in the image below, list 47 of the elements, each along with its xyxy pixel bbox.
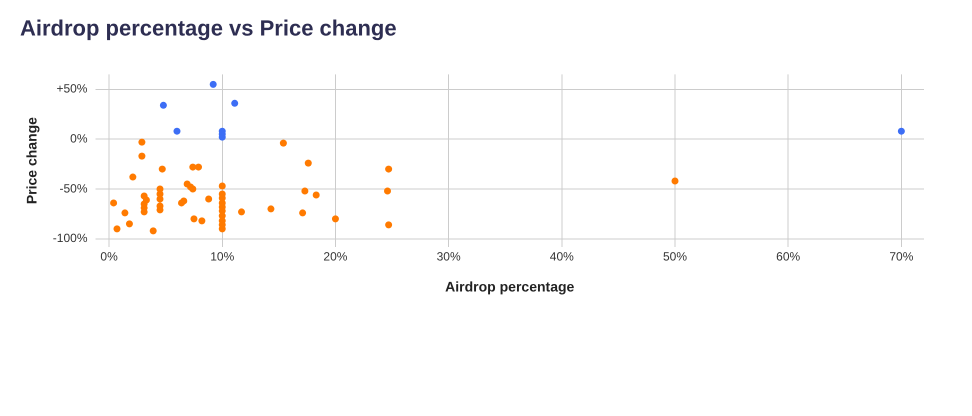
point [138,138,146,146]
point [173,128,180,135]
point [194,164,202,171]
point [198,217,206,224]
point [129,174,136,181]
y-tick-label: -100% [52,231,88,246]
x-tick-label: 40% [550,249,574,264]
point [180,197,188,204]
point [121,209,128,216]
point [671,178,678,185]
point [218,182,226,190]
x-tick-label: 60% [776,249,801,264]
point [384,187,392,194]
point [304,160,312,167]
x-tick-label: 20% [323,249,348,264]
point [385,166,392,173]
x-tick-label: 30% [436,249,461,264]
point [332,215,339,222]
point [138,152,146,160]
point [110,199,118,206]
x-tick-label: 70% [889,249,914,264]
point [267,205,274,212]
point [280,140,287,147]
point [385,221,392,228]
x-axis-title: Airdrop percentage [445,278,575,294]
point [205,195,212,202]
point [210,80,217,88]
y-tick-label: +50% [56,82,88,96]
point [231,100,238,107]
x-tick-label: 0% [100,249,118,264]
x-tick-label: 10% [210,249,235,264]
chart-title: Airdrop percentage vs Price change [20,15,397,40]
point [299,209,306,216]
point [190,215,198,222]
point [238,208,245,216]
y-tick-label: 0% [70,131,88,146]
point [312,191,320,198]
point [113,225,120,232]
point [301,187,308,194]
y-axis-title: Price change [23,116,40,204]
x-tick-label: 50% [662,249,688,264]
point [158,166,166,173]
y-tick-label: -50% [59,181,88,196]
point [160,102,167,109]
point [150,227,157,234]
point [126,220,133,228]
point [898,128,905,135]
